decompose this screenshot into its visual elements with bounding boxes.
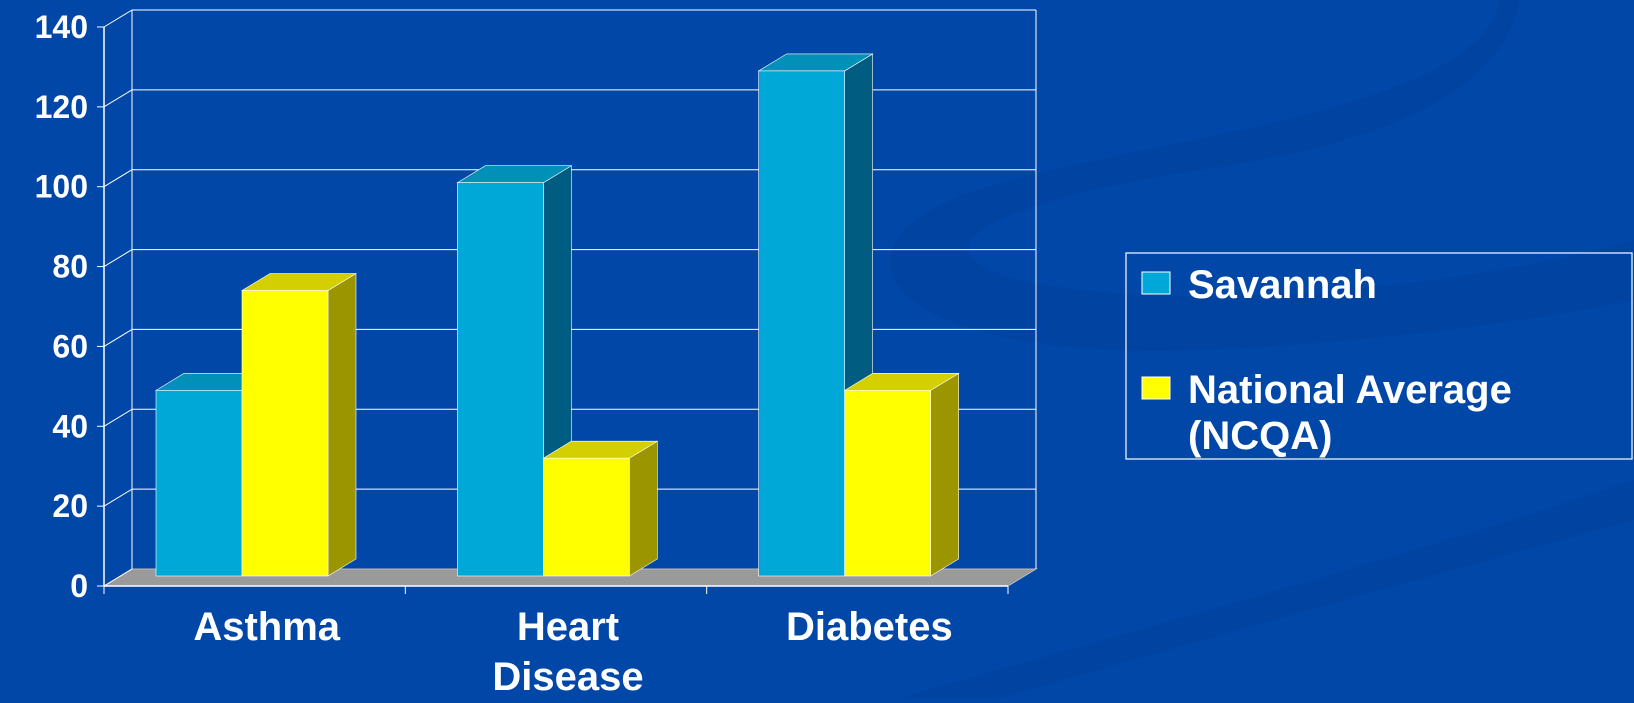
bar-side-face (629, 440, 658, 577)
bar-national-average-0 (240, 272, 358, 577)
bar-national-average-1 (542, 440, 659, 577)
y-tick-label: 60 (52, 328, 88, 364)
gridline-diagonal (103, 568, 133, 587)
legend-box (1125, 252, 1633, 460)
bar-front-face (457, 182, 544, 577)
gridline-diagonal (103, 249, 133, 267)
bar-side-face (930, 372, 959, 577)
bar-side-face (327, 272, 357, 577)
legend-label: National Average (1188, 368, 1512, 412)
y-tick-label: 20 (52, 488, 88, 524)
gridline-diagonal (103, 9, 133, 28)
gridline-diagonal (103, 89, 133, 108)
background-swirl (889, 0, 1634, 698)
gridline-diagonal (103, 329, 133, 347)
x-tick-label: Diabetes (786, 605, 953, 649)
bar-front-face (241, 290, 329, 577)
y-tick-label: 100 (35, 169, 88, 205)
bar-front-face (543, 457, 630, 577)
y-tick-label: 80 (52, 249, 88, 285)
bar-front-face (758, 70, 845, 577)
bar-national-average-2 (843, 372, 960, 577)
x-tick-label: Asthma (193, 605, 340, 649)
plot-area: 0 20 40 60 80 100 120 140 Asthma Heart Disease Diab… (35, 9, 1038, 699)
y-tick-label: 140 (35, 9, 88, 45)
legend-swatch-national-average (1141, 376, 1171, 400)
y-tick-label: 120 (35, 89, 88, 125)
legend-label: (NCQA) (1188, 414, 1332, 458)
y-tick-label: 0 (70, 568, 88, 604)
gridline-diagonal (103, 169, 133, 188)
bar-front-face (844, 390, 931, 577)
y-tick-label: 40 (52, 408, 88, 444)
bar-front-face (155, 390, 243, 577)
gridline-diagonal (103, 488, 133, 507)
legend: Savannah National Average(NCQA) (1125, 252, 1633, 460)
x-tick-label: Disease (492, 655, 643, 698)
legend-swatch-savannah (1141, 271, 1171, 295)
gridline-diagonal (103, 408, 133, 427)
x-tick-label: Heart (517, 605, 619, 649)
legend-label: Savannah (1188, 263, 1377, 307)
